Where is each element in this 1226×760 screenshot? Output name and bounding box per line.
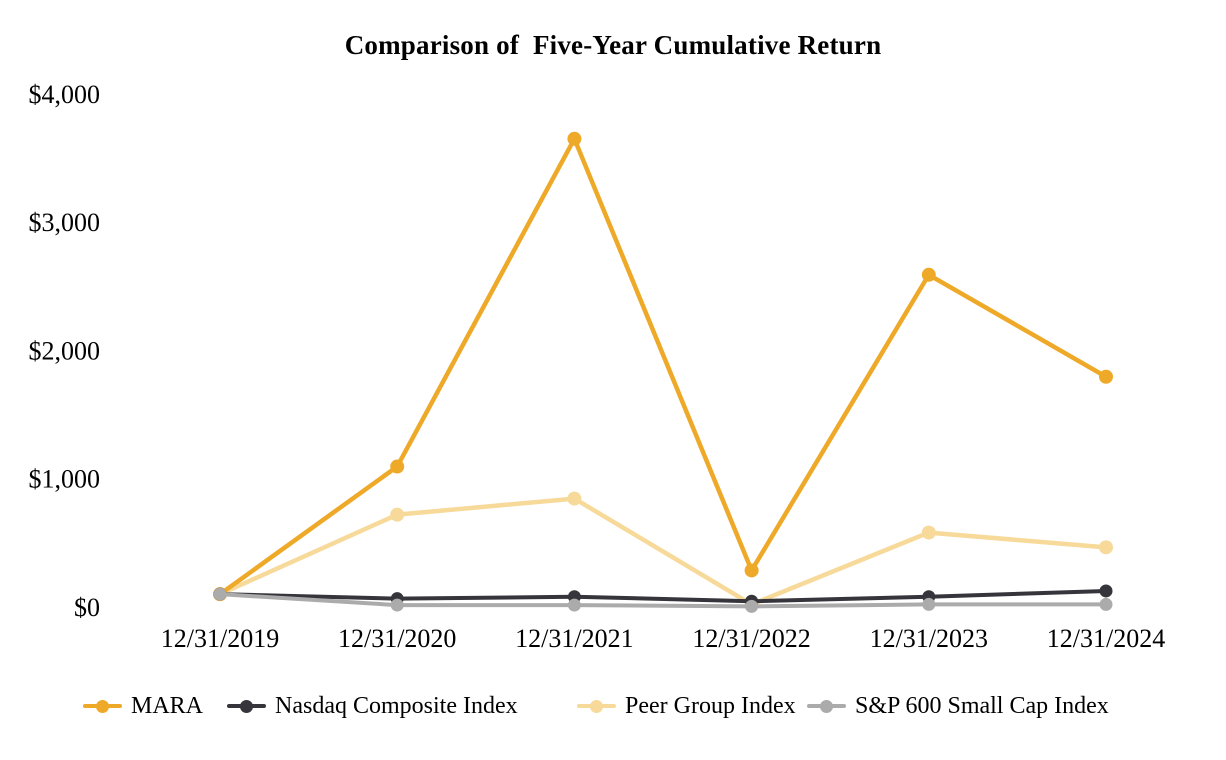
series-marker-s-p-600-small-cap-index [1099, 597, 1113, 611]
chart-legend: MARA Nasdaq Composite Index Peer Group Ind… [0, 692, 1226, 722]
series-marker-peer-group-index [921, 525, 936, 540]
chart-title: Comparison of Five-Year Cumulative Retur… [344, 30, 882, 60]
series-line-s-p-600-small-cap-index [218, 592, 1108, 609]
series-marker-peer-group-index [567, 491, 582, 506]
y-axis-tick-label: $3,000 [29, 208, 101, 237]
series-marker-peer-group-index [390, 507, 405, 522]
legend-label: Peer Group Index [625, 692, 796, 719]
series-marker-nasdaq-composite-index [1099, 584, 1113, 598]
x-axis-tick-label: 12/31/2023 [870, 624, 988, 653]
x-axis-tick-label: 12/31/2020 [338, 624, 456, 653]
legend-marker-icon [83, 699, 122, 713]
legend-dot-icon [820, 699, 833, 713]
legend-dot-icon [96, 699, 109, 713]
legend-item-mara: MARA [83, 692, 203, 720]
series-marker-s-p-600-small-cap-index [390, 598, 404, 612]
series-marker-mara [567, 131, 582, 146]
legend-label: MARA [131, 692, 204, 719]
y-axis-tick-label: $2,000 [29, 336, 101, 365]
legend-item-s-p-600-small-cap-index: S&P 600 Small Cap Index [807, 692, 1109, 720]
legend-dot-icon [240, 699, 253, 713]
series-line-nasdaq-composite-index [218, 588, 1108, 604]
legend-item-peer-group-index: Peer Group Index [577, 692, 796, 720]
legend-dot-icon [590, 699, 603, 713]
legend-marker-icon [227, 699, 266, 713]
y-axis-tick-label: $1,000 [29, 465, 101, 494]
series-marker-peer-group-index [1099, 540, 1113, 555]
series-line-mara [217, 136, 1109, 597]
y-axis-tick-label: $0 [74, 593, 100, 622]
y-axis-tick-label: $4,000 [29, 80, 101, 109]
series-marker-mara [1099, 369, 1113, 384]
series-marker-s-p-600-small-cap-index [745, 599, 759, 613]
legend-label: Nasdaq Composite Index [275, 692, 518, 719]
legend-marker-icon [807, 699, 846, 713]
series-marker-mara [744, 563, 759, 578]
legend-item-nasdaq-composite-index: Nasdaq Composite Index [227, 692, 518, 720]
series-marker-mara [921, 267, 936, 282]
series-line-peer-group-index [217, 496, 1109, 607]
series-marker-s-p-600-small-cap-index [922, 597, 936, 611]
series-marker-s-p-600-small-cap-index [213, 587, 227, 601]
x-axis-tick-label: 12/31/2022 [692, 624, 810, 653]
series-marker-mara [390, 459, 405, 474]
x-axis-tick-label: 12/31/2021 [515, 624, 633, 653]
x-axis-tick-label: 12/31/2024 [1047, 624, 1165, 653]
legend-label: S&P 600 Small Cap Index [855, 692, 1109, 719]
x-axis-tick-label: 12/31/2019 [161, 624, 279, 653]
series-marker-s-p-600-small-cap-index [567, 598, 581, 612]
legend-marker-icon [577, 699, 616, 713]
